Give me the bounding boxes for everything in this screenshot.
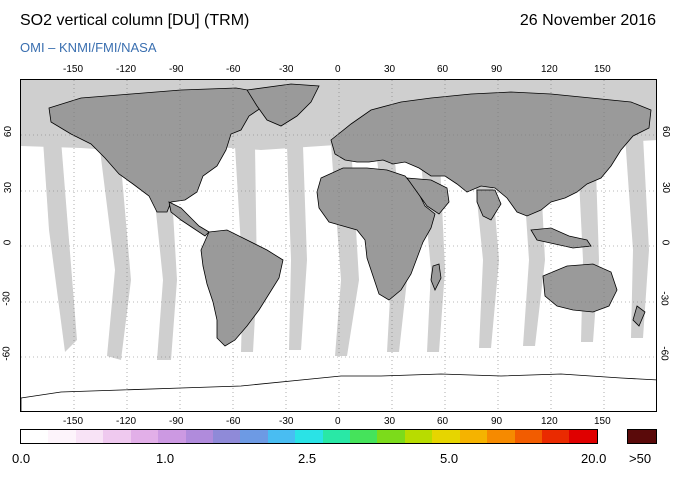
colorbar-swatch (103, 430, 131, 443)
lon-tick: -30 (279, 416, 294, 427)
lon-tick: 30 (384, 416, 396, 427)
colorbar-swatch (75, 430, 104, 443)
colorbar-swatch (48, 430, 76, 443)
colorbar-swatch (267, 430, 296, 443)
lon-tick: 150 (594, 416, 611, 427)
colorbar-swatch (569, 430, 597, 443)
colorbar-swatch (350, 430, 378, 443)
lon-tick: 60 (437, 416, 449, 427)
lat-tick: -30 (1, 291, 13, 306)
colorbar-label: 5.0 (440, 451, 459, 466)
colorbar-gradient (21, 430, 597, 443)
lon-tick: -60 (226, 64, 241, 75)
colorbar-swatch (459, 430, 488, 443)
lon-tick: 90 (491, 64, 503, 75)
lon-tick: -150 (63, 416, 84, 427)
colorbar-label: 20.0 (581, 451, 607, 466)
colorbar-label: 0.0 (12, 451, 31, 466)
colorbar-swatch (542, 430, 570, 443)
lat-tick: -60 (658, 346, 670, 361)
maritime-southeast-asia (530, 227, 592, 249)
eurasia (330, 91, 652, 217)
lat-tick: -60 (1, 346, 13, 361)
colorbar (20, 429, 598, 444)
lat-tick: 60 (660, 125, 672, 138)
lon-tick: -150 (63, 64, 84, 75)
lon-tick: -120 (116, 416, 137, 427)
colorbar-label: 1.0 (156, 451, 175, 466)
lat-tick: 60 (3, 125, 15, 138)
lat-tick: -30 (658, 291, 670, 306)
australia (542, 263, 618, 313)
colorbar-swatch (212, 430, 241, 443)
arabia (406, 177, 450, 215)
lon-tick: 30 (384, 64, 396, 75)
madagascar (430, 263, 442, 291)
india (476, 189, 502, 221)
colorbar-swatch (185, 430, 213, 443)
colorbar-over-label: >50 (629, 451, 652, 466)
data-credit: OMI – KNMI/FMI/NASA (20, 40, 157, 55)
africa (316, 167, 436, 301)
colorbar-swatch (130, 430, 159, 443)
lon-tick: -90 (169, 64, 184, 75)
colorbar-swatch (295, 430, 323, 443)
lon-tick: 0 (335, 416, 341, 427)
orbit-gap-swath (287, 146, 307, 350)
lon-tick: -90 (169, 416, 184, 427)
lat-tick: 30 (3, 181, 15, 194)
colorbar-over-swatch (627, 429, 657, 444)
map-title: SO2 vertical column [DU] (TRM) (20, 12, 250, 29)
central-america (168, 201, 210, 237)
orbit-gap-swath (625, 136, 649, 338)
colorbar-swatch (158, 430, 186, 443)
so2-world-map (20, 79, 657, 412)
orbit-gap-swath (99, 142, 131, 360)
colorbar-swatch (514, 430, 543, 443)
colorbar-swatch (404, 430, 433, 443)
new-zealand (632, 305, 646, 327)
colorbar-swatch (377, 430, 405, 443)
map-canvas (21, 80, 656, 411)
lon-tick: -30 (279, 64, 294, 75)
colorbar-label: 2.5 (298, 451, 317, 466)
lat-tick: 0 (2, 239, 14, 246)
colorbar-swatch (240, 430, 268, 443)
colorbar-swatch (322, 430, 351, 443)
greenland (246, 83, 320, 127)
lon-tick: 90 (491, 416, 503, 427)
lon-tick: 60 (437, 64, 449, 75)
colorbar-swatch (432, 430, 460, 443)
map-date: 26 November 2016 (519, 12, 656, 29)
lon-tick: 120 (541, 64, 558, 75)
lon-tick: 120 (541, 416, 558, 427)
colorbar-swatch (487, 430, 515, 443)
landmasses (21, 83, 656, 411)
lon-tick: -60 (226, 416, 241, 427)
colorbar-swatch (21, 430, 49, 443)
lon-tick: 150 (594, 64, 611, 75)
lat-tick: 0 (659, 239, 671, 246)
lon-tick: -120 (116, 64, 137, 75)
lat-tick: 30 (660, 181, 672, 194)
lon-tick: 0 (335, 64, 341, 75)
antarctica (21, 373, 656, 411)
south-america (200, 229, 284, 347)
orbit-gap-swath (43, 140, 77, 352)
